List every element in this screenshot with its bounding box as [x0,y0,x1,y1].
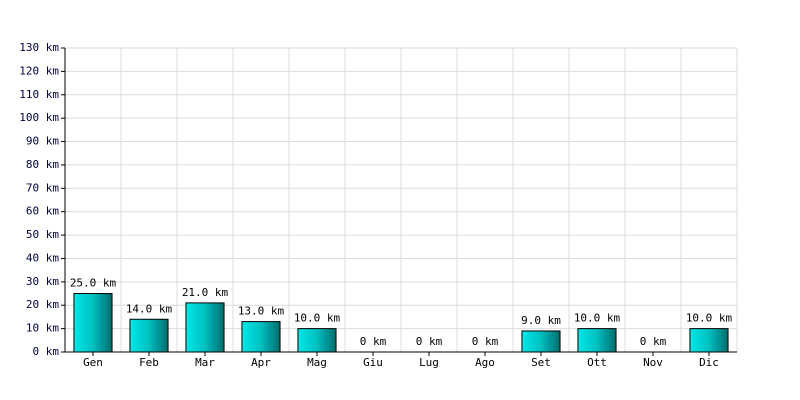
x-tick-label: Ago [475,356,495,369]
x-tick-label: Set [531,356,551,369]
value-label: 25.0 km [70,277,117,290]
value-label: 0 km [416,335,443,348]
value-label: 10.0 km [686,312,733,325]
bar [689,328,729,353]
bar [297,328,337,353]
x-tick-label: Gen [83,356,103,369]
value-label: 0 km [360,335,387,348]
y-tick-label: 130 km [19,41,59,54]
bar [241,321,281,353]
x-tick-label: Feb [139,356,159,369]
x-tick-label: Lug [419,356,439,369]
y-tick-label: 90 km [26,135,59,148]
bar [73,293,113,353]
y-tick-label: 120 km [19,64,59,77]
y-tick-label: 0 km [33,345,60,358]
x-tick-label: Nov [643,356,663,369]
value-label: 10.0 km [574,312,621,325]
x-tick-label: Dic [699,356,719,369]
bar [185,302,225,353]
y-tick-label: 50 km [26,228,59,241]
y-tick-label: 110 km [19,88,59,101]
bar [577,328,617,353]
y-tick-label: 30 km [26,275,59,288]
y-tick-label: 100 km [19,111,59,124]
x-tick-label: Mar [195,356,215,369]
y-tick-label: 70 km [26,181,59,194]
y-tick-label: 60 km [26,205,59,218]
x-tick-label: Giu [363,356,383,369]
bar [129,318,169,353]
value-label: 10.0 km [294,312,341,325]
x-tick-label: Apr [251,356,271,369]
x-tick-label: Mag [307,356,327,369]
y-tick-label: 40 km [26,251,59,264]
x-tick-label: Ott [587,356,607,369]
y-tick-label: 20 km [26,298,59,311]
value-label: 21.0 km [182,286,229,299]
value-label: 0 km [472,335,499,348]
value-label: 9.0 km [521,314,561,327]
y-tick-label: 10 km [26,322,59,335]
value-label: 0 km [640,335,667,348]
value-label: 13.0 km [238,305,285,318]
bar [521,330,561,353]
y-tick-label: 80 km [26,158,59,171]
value-label: 14.0 km [126,302,173,315]
